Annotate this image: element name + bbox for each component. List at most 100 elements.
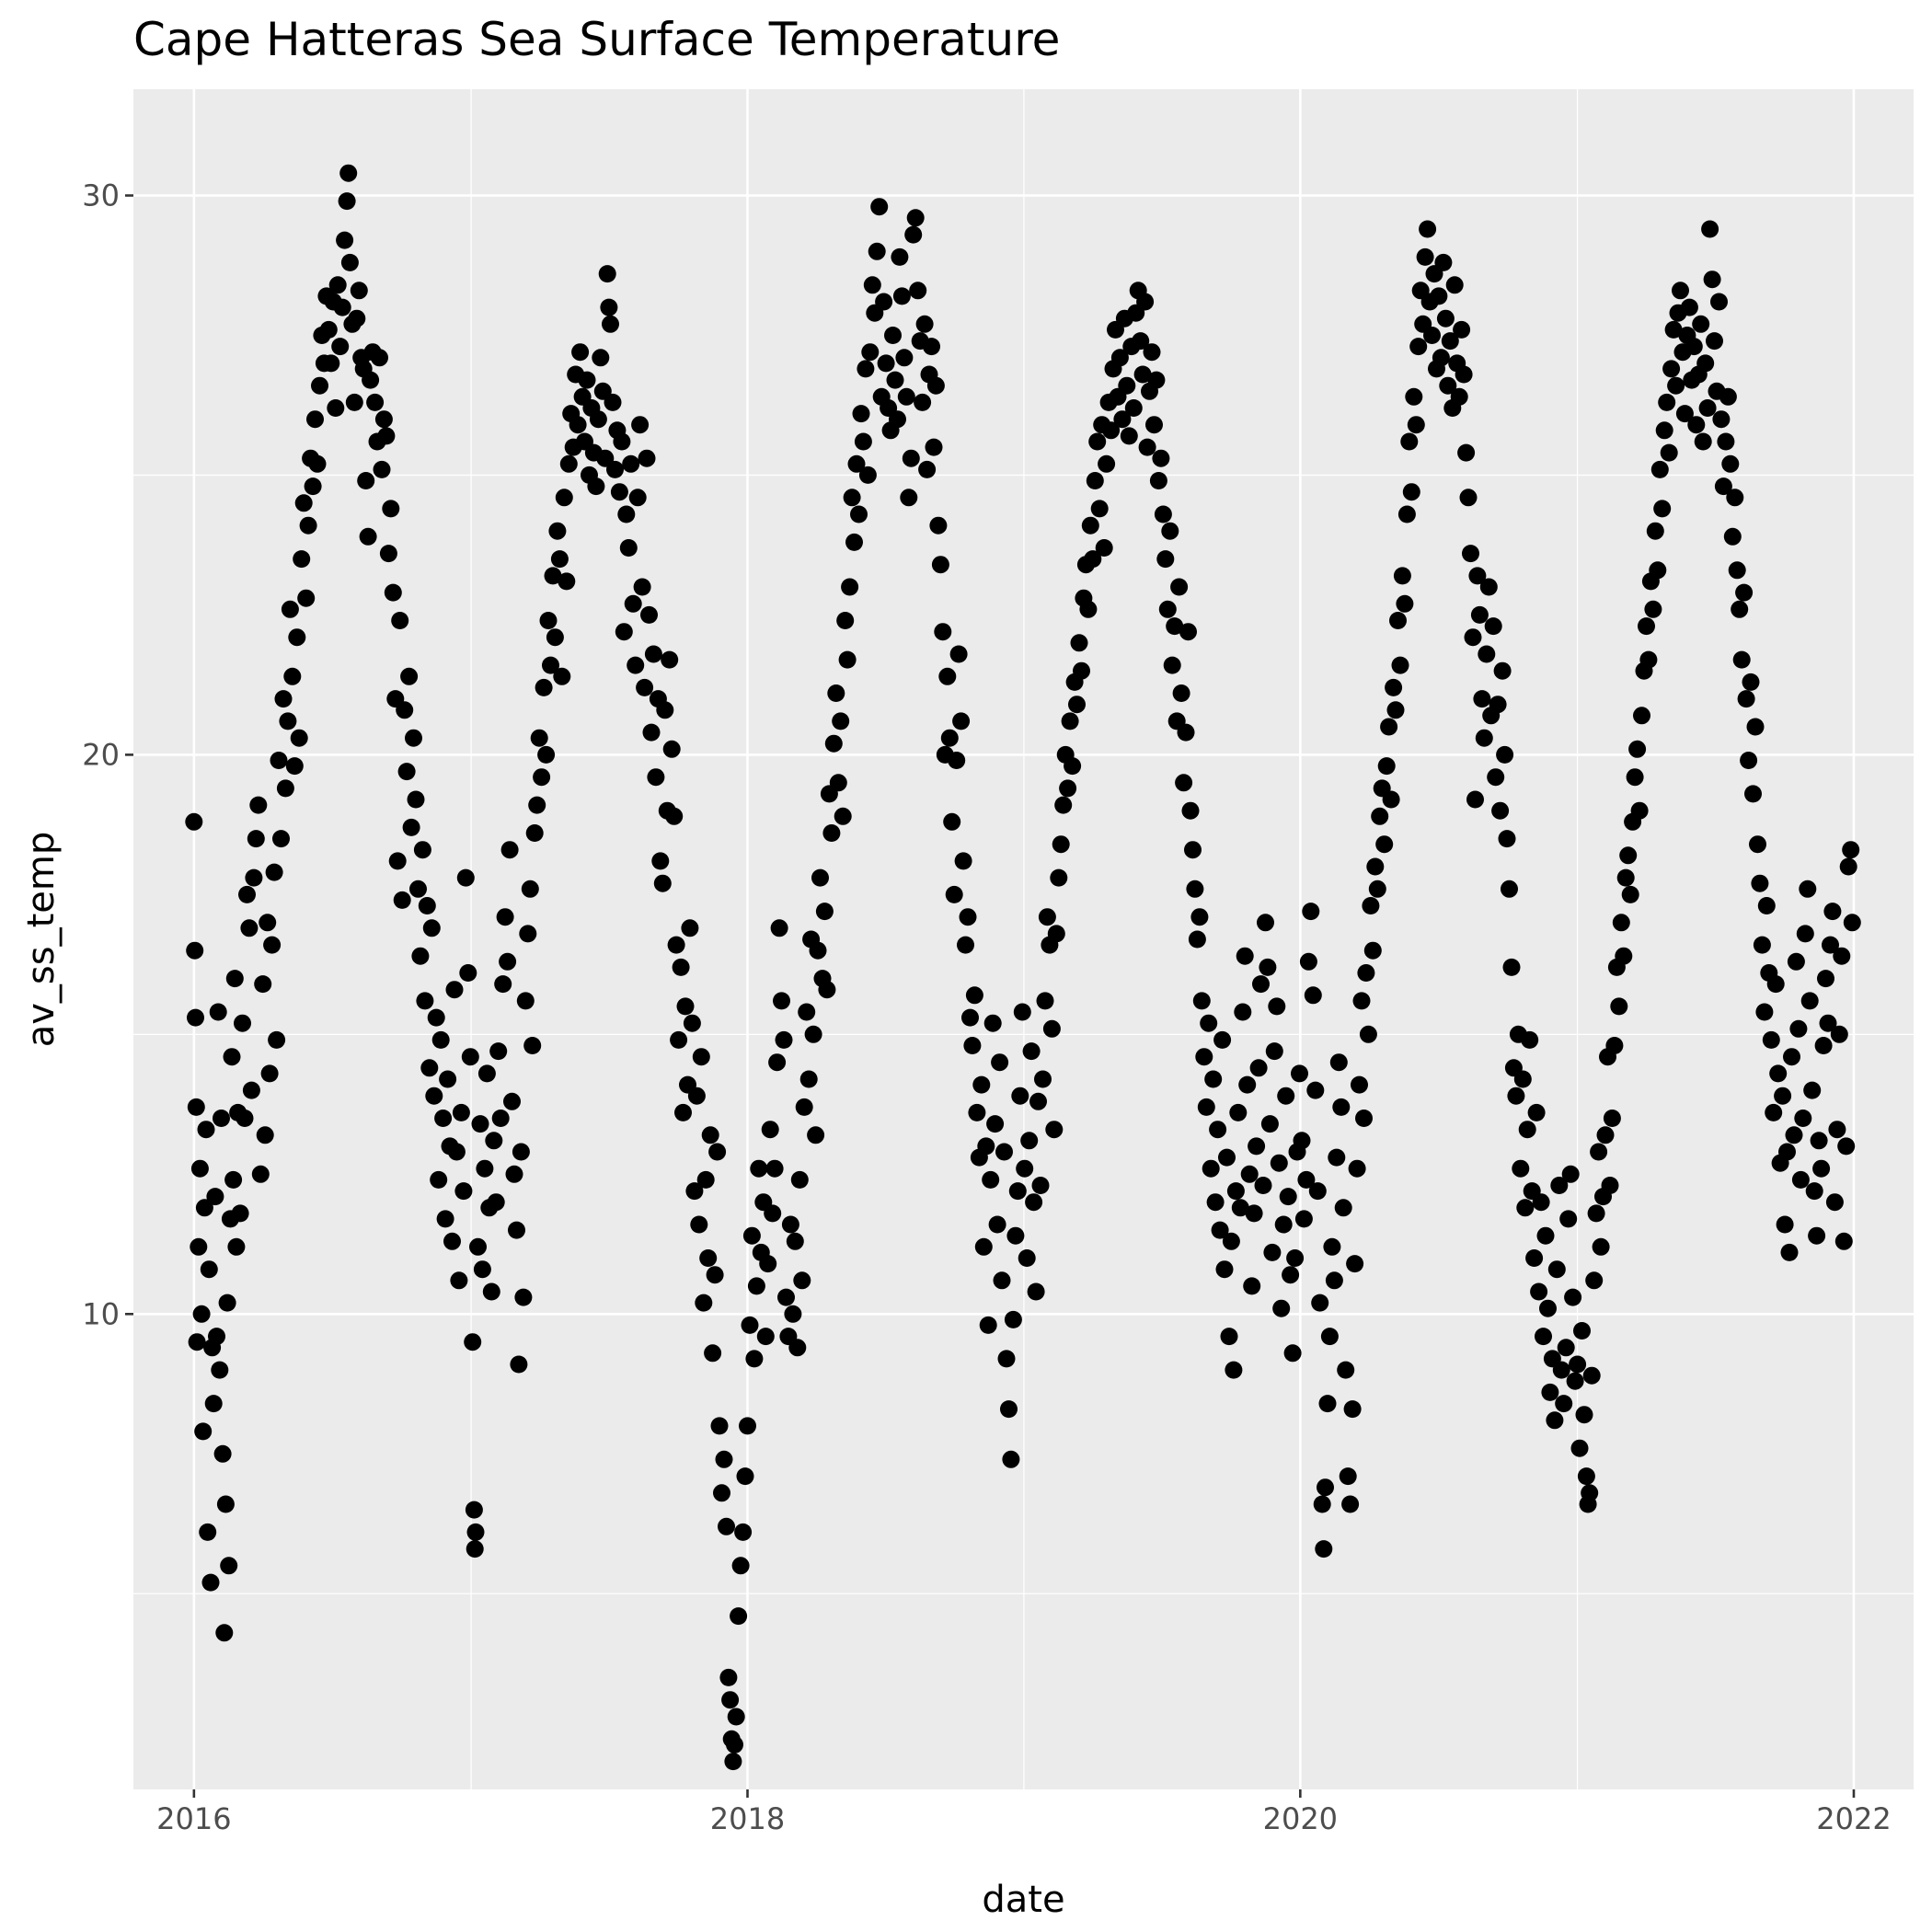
data-point [713, 1484, 730, 1502]
data-point [1186, 880, 1204, 898]
data-point [968, 1103, 986, 1121]
data-point [815, 903, 834, 921]
data-point [1179, 623, 1197, 641]
data-point [569, 416, 587, 434]
data-point [1573, 1322, 1591, 1340]
data-point [995, 1143, 1013, 1161]
data-point [555, 489, 573, 507]
data-point [949, 645, 968, 663]
data-point [1036, 992, 1054, 1010]
data-point [1158, 600, 1177, 618]
data-point [1047, 925, 1065, 943]
data-point [450, 1271, 468, 1290]
data-point [1045, 1121, 1064, 1139]
data-point [818, 981, 836, 999]
data-point [1343, 1400, 1362, 1419]
data-point [1791, 1170, 1810, 1189]
data-point [251, 1165, 270, 1183]
data-point [798, 1003, 816, 1021]
data-point [294, 494, 313, 512]
data-point [986, 1115, 1005, 1133]
data-point [1397, 505, 1416, 523]
data-point [396, 701, 414, 719]
data-point [384, 583, 402, 602]
data-point [681, 919, 699, 937]
y-axis: 10 20 30 [82, 178, 133, 1331]
data-point [1000, 1400, 1018, 1419]
data-point [902, 449, 920, 467]
data-point [834, 807, 852, 825]
data-point [1834, 1232, 1853, 1250]
data-point [1357, 964, 1375, 982]
data-point [1687, 416, 1706, 434]
data-point [640, 605, 658, 624]
data-point [836, 612, 855, 629]
data-point [521, 880, 539, 898]
data-point [436, 1210, 454, 1228]
data-point [843, 489, 861, 507]
data-point [1152, 449, 1170, 467]
data-point [1644, 600, 1662, 618]
data-point [692, 1048, 710, 1066]
data-point [636, 678, 654, 696]
data-point [847, 454, 866, 473]
data-point [1038, 908, 1056, 926]
data-point [1231, 1199, 1249, 1217]
data-point [473, 1260, 491, 1279]
data-point [1293, 1132, 1311, 1150]
data-point [914, 393, 932, 411]
data-point [276, 779, 294, 798]
data-point [1757, 897, 1776, 914]
data-point [1783, 1048, 1800, 1066]
data-point [929, 516, 948, 535]
data-point [1539, 1299, 1557, 1317]
data-point [322, 354, 340, 373]
data-point [822, 824, 841, 842]
data-point [548, 522, 567, 540]
data-point [742, 1226, 761, 1245]
data-point [1723, 527, 1742, 546]
data-point [1585, 1271, 1604, 1290]
data-point [1260, 1115, 1279, 1133]
data-point [1555, 1395, 1573, 1413]
data-point [719, 1668, 738, 1686]
data-point [559, 454, 578, 473]
data-point [1737, 690, 1755, 708]
data-point [348, 309, 366, 328]
data-point [1621, 885, 1639, 903]
data-point [1323, 1237, 1341, 1256]
data-point [1513, 1070, 1532, 1088]
data-point [915, 315, 934, 333]
data-point [1184, 841, 1202, 859]
data-point [1243, 1277, 1261, 1295]
data-point [199, 1523, 217, 1541]
data-point [1487, 768, 1505, 787]
data-point [587, 477, 605, 496]
data-point [1257, 914, 1274, 932]
data-point [1436, 309, 1455, 328]
data-point [1315, 1540, 1333, 1558]
data-point [1291, 1064, 1308, 1083]
data-point [1479, 578, 1498, 596]
data-point [279, 712, 297, 730]
data-point [1145, 416, 1163, 434]
data-point [622, 454, 640, 473]
data-point [1396, 594, 1414, 613]
data-point [288, 628, 306, 647]
data-point [765, 1159, 784, 1178]
data-point [934, 623, 952, 641]
data-point [333, 298, 351, 316]
data-point [1118, 376, 1136, 395]
data-point [1011, 1087, 1029, 1105]
data-point [938, 667, 957, 685]
data-point [1254, 1177, 1272, 1194]
data-point [747, 1277, 765, 1295]
data-point [1664, 320, 1683, 339]
data-point [1638, 617, 1655, 636]
data-point [1079, 600, 1098, 618]
data-point [459, 964, 477, 982]
data-point [1701, 220, 1719, 238]
data-point [345, 393, 363, 411]
data-point [192, 1305, 211, 1323]
data-point [1166, 617, 1184, 636]
